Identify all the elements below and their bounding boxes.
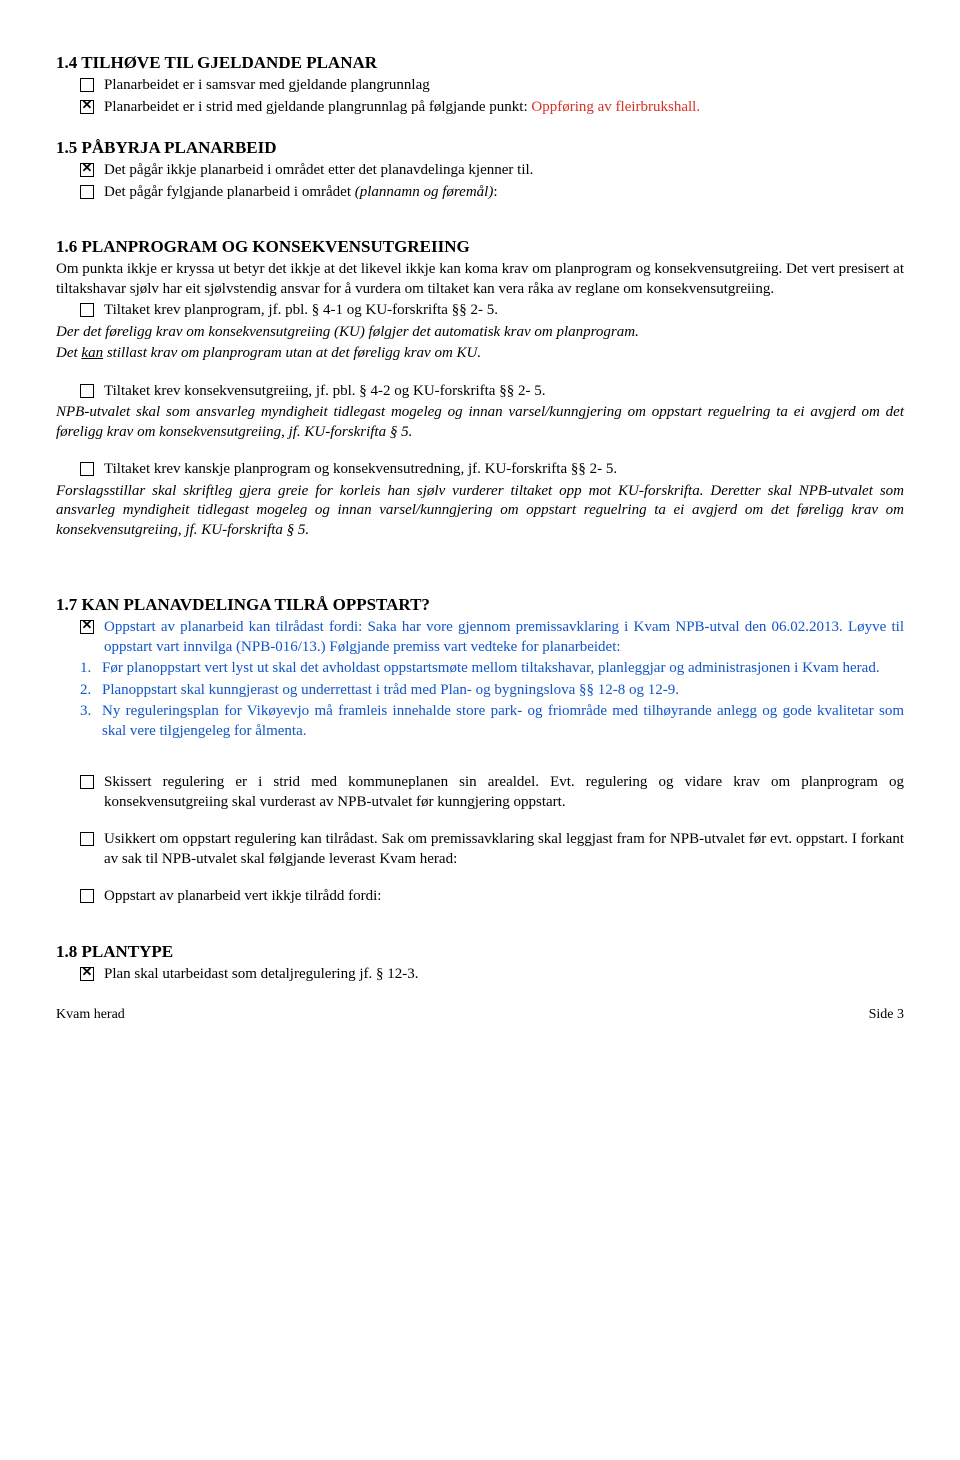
section-heading: 1.5 PÅBYRJA PLANARBEID (56, 137, 904, 159)
checkbox-row: Tiltaket krev kanskje planprogram og kon… (56, 460, 904, 480)
row-text: Skissert regulering er i strid med kommu… (104, 773, 904, 812)
checkbox-icon (80, 78, 94, 92)
checkbox-row: Planarbeidet er i strid med gjeldande pl… (56, 98, 904, 118)
checkbox-icon (80, 832, 94, 846)
section-heading: 1.4 TILHØVE TIL GJELDANDE PLANAR (56, 52, 904, 74)
row-text: Det pågår fylgjande planarbeid i området… (104, 183, 904, 203)
checkbox-icon (80, 303, 94, 317)
row-text: Planarbeidet er i strid med gjeldande pl… (104, 98, 904, 118)
page-footer: Kvam herad Side 3 (56, 1006, 904, 1024)
checkbox-row: Oppstart av planarbeid vert ikkje tilråd… (56, 887, 904, 907)
italic-paragraph: Der det føreligg krav om konsekvensutgre… (56, 323, 904, 343)
checkbox-row: Plan skal utarbeidast som detaljreguleri… (56, 965, 904, 985)
checkbox-row: Planarbeidet er i samsvar med gjeldande … (56, 76, 904, 96)
checkbox-row: Tiltaket krev konsekvensutgreiing, jf. p… (56, 382, 904, 402)
section-heading: 1.7 KAN PLANAVDELINGA TILRÅ OPPSTART? (56, 594, 904, 616)
item-text: Planoppstart skal kunngjerast og underre… (102, 681, 679, 701)
row-text: Plan skal utarbeidast som detaljreguleri… (104, 965, 904, 985)
row-text: Planarbeidet er i samsvar med gjeldande … (104, 76, 904, 96)
numbered-item: 2. Planoppstart skal kunngjerast og unde… (56, 681, 904, 701)
italic-paragraph: NPB-utvalet skal som ansvarleg myndighei… (56, 403, 904, 442)
item-text: Ny reguleringsplan for Vikøyevjo må fram… (102, 702, 904, 741)
numbered-item: 3. Ny reguleringsplan for Vikøyevjo må f… (56, 702, 904, 741)
footer-right: Side 3 (869, 1006, 904, 1024)
row-text: Det pågår ikkje planarbeid i området ett… (104, 161, 904, 181)
checkbox-row: Skissert regulering er i strid med kommu… (56, 773, 904, 812)
italic-paragraph: Det kan stillast krav om planprogram uta… (56, 344, 904, 364)
item-number: 1. (80, 659, 102, 679)
checkbox-checked-icon (80, 163, 94, 177)
checkbox-row: Oppstart av planarbeid kan tilrådast for… (56, 618, 904, 657)
checkbox-checked-icon (80, 620, 94, 634)
text: Det pågår fylgjande planarbeid i området (104, 184, 355, 200)
checkbox-row: Usikkert om oppstart regulering kan tilr… (56, 830, 904, 869)
highlight-paragraph: Oppstart av planarbeid kan tilrådast for… (104, 618, 904, 657)
checkbox-row: Det pågår ikkje planarbeid i området ett… (56, 161, 904, 181)
item-number: 2. (80, 681, 102, 701)
checkbox-icon (80, 185, 94, 199)
text: : (493, 184, 497, 200)
row-text: Tiltaket krev konsekvensutgreiing, jf. p… (104, 382, 904, 402)
row-text: Tiltaket krev planprogram, jf. pbl. § 4-… (104, 301, 904, 321)
text: Planarbeidet er i strid med gjeldande pl… (104, 99, 531, 115)
checkbox-row: Det pågår fylgjande planarbeid i området… (56, 183, 904, 203)
italic-text: (plannamn og føremål) (355, 184, 494, 200)
checkbox-icon (80, 775, 94, 789)
text: stillast krav om planprogram utan at det… (103, 345, 481, 361)
item-text: Før planoppstart vert lyst ut skal det a… (102, 659, 880, 679)
checkbox-icon (80, 889, 94, 903)
checkbox-checked-icon (80, 100, 94, 114)
row-text: Tiltaket krev kanskje planprogram og kon… (104, 460, 904, 480)
numbered-item: 1. Før planoppstart vert lyst ut skal de… (56, 659, 904, 679)
section-heading: 1.8 PLANTYPE (56, 941, 904, 963)
highlight-text: Oppføring av fleirbrukshall. (531, 99, 700, 115)
italic-paragraph: Forslagsstillar skal skriftleg gjera gre… (56, 482, 904, 541)
row-text: Oppstart av planarbeid vert ikkje tilråd… (104, 887, 904, 907)
checkbox-icon (80, 384, 94, 398)
checkbox-icon (80, 462, 94, 476)
body-paragraph: Om punkta ikkje er kryssa ut betyr det i… (56, 260, 904, 299)
underline-text: kan (81, 345, 103, 361)
footer-left: Kvam herad (56, 1006, 125, 1024)
checkbox-checked-icon (80, 967, 94, 981)
section-heading: 1.6 PLANPROGRAM OG KONSEKVENSUTGREIING (56, 236, 904, 258)
text: Det (56, 345, 81, 361)
row-text: Usikkert om oppstart regulering kan tilr… (104, 830, 904, 869)
item-number: 3. (80, 702, 102, 741)
checkbox-row: Tiltaket krev planprogram, jf. pbl. § 4-… (56, 301, 904, 321)
